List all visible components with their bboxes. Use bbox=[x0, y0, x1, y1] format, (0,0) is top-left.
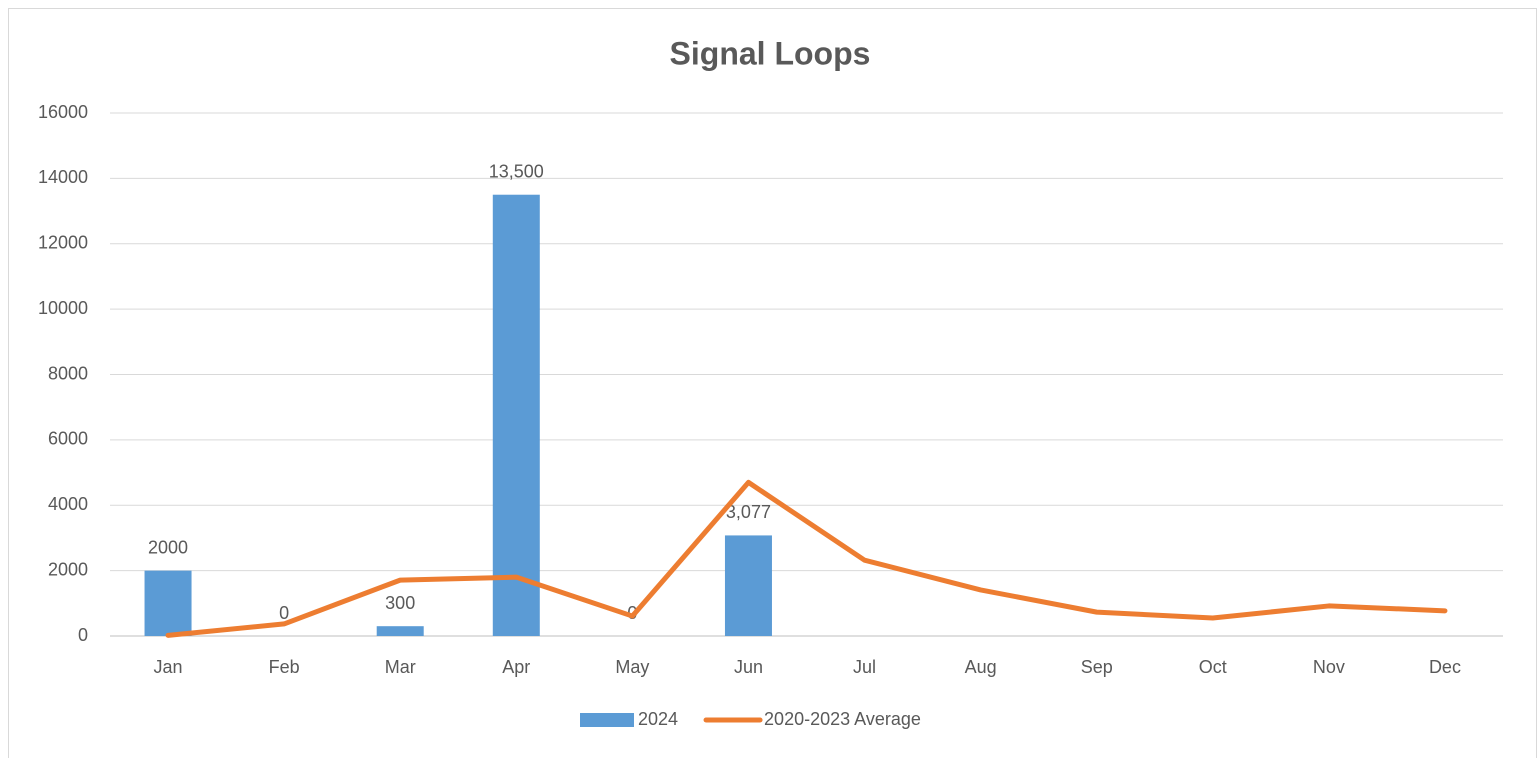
data-label: 0 bbox=[279, 603, 289, 623]
x-tick-label: Jan bbox=[154, 657, 183, 677]
y-tick-label: 8000 bbox=[48, 363, 88, 383]
x-tick-label: Jul bbox=[853, 657, 876, 677]
y-tick-label: 12000 bbox=[38, 233, 88, 253]
x-tick-label: Mar bbox=[385, 657, 416, 677]
x-tick-label: Oct bbox=[1199, 657, 1227, 677]
x-tick-label: May bbox=[615, 657, 649, 677]
x-tick-label: Apr bbox=[502, 657, 530, 677]
x-tick-label: Jun bbox=[734, 657, 763, 677]
data-label: 13,500 bbox=[489, 161, 544, 181]
data-label: 300 bbox=[385, 593, 415, 613]
data-label: 2000 bbox=[148, 537, 188, 557]
legend-label: 2024 bbox=[638, 709, 678, 729]
bar bbox=[724, 535, 772, 636]
bar bbox=[144, 570, 192, 636]
y-tick-label: 14000 bbox=[38, 167, 88, 187]
x-tick-label: Sep bbox=[1081, 657, 1113, 677]
y-tick-label: 6000 bbox=[48, 429, 88, 449]
y-tick-label: 16000 bbox=[38, 102, 88, 122]
y-tick-label: 0 bbox=[78, 625, 88, 645]
x-tick-label: Feb bbox=[269, 657, 300, 677]
bar bbox=[492, 194, 540, 636]
chart-border bbox=[8, 8, 1537, 758]
data-label: 3,077 bbox=[726, 502, 771, 522]
y-tick-label: 4000 bbox=[48, 494, 88, 514]
legend-label: 2020-2023 Average bbox=[764, 709, 921, 729]
line bbox=[165, 479, 1448, 638]
y-tick-label: 2000 bbox=[48, 559, 88, 579]
y-tick-label: 10000 bbox=[38, 298, 88, 318]
chart-title: Signal Loops bbox=[670, 35, 871, 71]
legend-swatch bbox=[580, 713, 634, 727]
bar bbox=[376, 626, 424, 636]
x-tick-label: Nov bbox=[1313, 657, 1345, 677]
x-tick-label: Dec bbox=[1429, 657, 1461, 677]
x-tick-label: Aug bbox=[965, 657, 997, 677]
